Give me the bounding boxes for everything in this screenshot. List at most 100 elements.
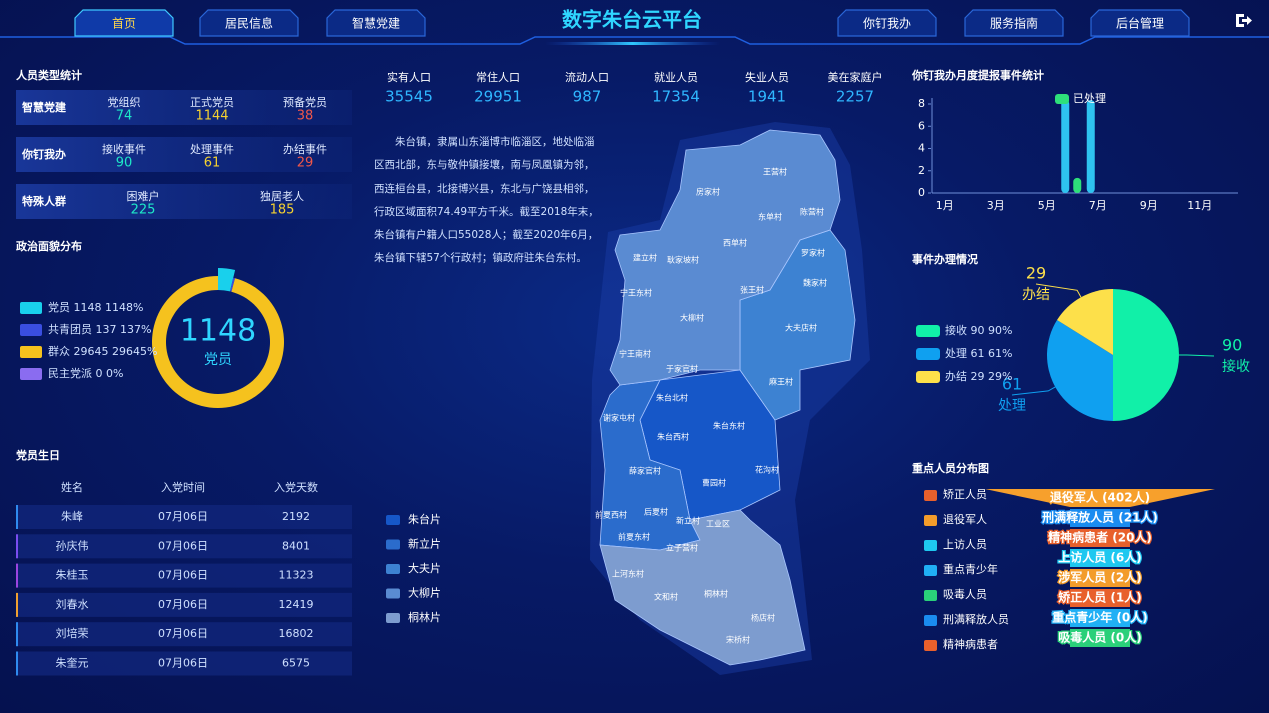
legend-label: 共青团员 137 137% bbox=[48, 323, 151, 336]
table-cell: 16802 bbox=[279, 627, 314, 640]
nav-button[interactable] bbox=[199, 9, 299, 37]
y-tick-label: 8 bbox=[918, 97, 925, 110]
village-label: 西单村 bbox=[723, 238, 747, 248]
population-name: 失业人员 bbox=[745, 71, 789, 84]
legend-label: 大柳片 bbox=[408, 586, 441, 600]
population-value: 1941 bbox=[748, 88, 786, 106]
table-cell: 6575 bbox=[282, 657, 310, 670]
village-label: 立子营村 bbox=[666, 543, 698, 553]
nav-button[interactable] bbox=[1090, 9, 1190, 37]
village-label: 前夏东村 bbox=[618, 532, 650, 542]
stat-row-label: 你钉我办 bbox=[21, 147, 66, 161]
village-label: 曹园村 bbox=[702, 478, 726, 488]
pie-value: 29 bbox=[1026, 264, 1046, 283]
legend-swatch bbox=[386, 515, 400, 525]
legend-value: 1148 bbox=[74, 301, 102, 314]
x-tick-label: 5月 bbox=[1038, 199, 1056, 212]
nav-button[interactable] bbox=[964, 9, 1064, 37]
population-name: 实有人口 bbox=[387, 70, 431, 84]
village-label: 朱台西村 bbox=[657, 432, 689, 442]
stat-name: 独居老人 bbox=[260, 190, 304, 203]
village-label: 花沟村 bbox=[755, 465, 779, 475]
nav-label[interactable]: 服务指南 bbox=[990, 16, 1038, 31]
map-region[interactable] bbox=[599, 509, 806, 666]
funnel-segment bbox=[1070, 509, 1130, 527]
legend-label: 已处理 bbox=[1073, 92, 1106, 105]
pie-value: 90 bbox=[1222, 336, 1242, 355]
funnel-segment bbox=[1070, 549, 1130, 567]
table-cell: 朱桂玉 bbox=[56, 568, 89, 582]
nav-button[interactable] bbox=[326, 9, 426, 37]
funnel-segment bbox=[1070, 609, 1130, 627]
legend-percent: 29% bbox=[988, 370, 1012, 383]
stat-value: 38 bbox=[297, 109, 314, 124]
legend-label: 刑满释放人员 bbox=[943, 612, 1009, 626]
funnel-label: 上访人员 (6人) bbox=[1058, 550, 1142, 565]
legend-name: 群众 bbox=[48, 344, 70, 358]
pie-slice bbox=[1113, 289, 1179, 421]
legend-name: 共青团员 bbox=[48, 323, 92, 336]
y-tick-label: 2 bbox=[918, 164, 925, 177]
nav-button[interactable] bbox=[837, 9, 937, 37]
donut-segment bbox=[218, 268, 236, 292]
population-name: 常住人口 bbox=[476, 70, 520, 84]
legend-swatch bbox=[20, 324, 42, 336]
nav-label[interactable]: 居民信息 bbox=[225, 16, 273, 31]
table-cell: 11323 bbox=[279, 569, 314, 582]
village-label: 罗家村 bbox=[801, 248, 825, 258]
pie-leader bbox=[1179, 354, 1215, 357]
village-label: 大柳村 bbox=[680, 313, 704, 323]
funnel-label: 矫正人员 (1人) bbox=[1058, 590, 1142, 605]
legend-label: 办结 29 29% bbox=[945, 370, 1012, 383]
section-title: 事件办理情况 bbox=[912, 252, 978, 266]
donut-center-value: 1148 bbox=[180, 314, 256, 349]
legend-label: 接收 90 90% bbox=[945, 323, 1012, 337]
legend-percent: 137% bbox=[120, 323, 151, 336]
title-underline bbox=[545, 42, 720, 45]
stat-value: 90 bbox=[116, 156, 133, 171]
table-row-bg bbox=[16, 592, 352, 617]
pie-leader bbox=[1035, 283, 1082, 298]
stat-value: 29 bbox=[297, 156, 314, 171]
table-row-bg bbox=[16, 622, 352, 647]
funnel-segment bbox=[1070, 529, 1130, 547]
section-title: 人员类型统计 bbox=[16, 68, 82, 82]
legend-swatch bbox=[20, 302, 42, 314]
funnel-label: 刑满释放人员 (21人) bbox=[1042, 510, 1158, 525]
nav-label[interactable]: 智慧党建 bbox=[352, 16, 400, 31]
village-label: 工业区 bbox=[706, 519, 730, 529]
nav-button[interactable] bbox=[74, 9, 174, 37]
legend-label: 上访人员 bbox=[943, 538, 987, 551]
nav-label[interactable]: 首页 bbox=[112, 17, 136, 31]
legend-label: 党员 1148 1148% bbox=[48, 301, 143, 314]
pie-leader bbox=[1011, 386, 1056, 396]
legend-swatch bbox=[916, 325, 940, 337]
stat-row-bg bbox=[16, 90, 352, 125]
funnel-segment bbox=[985, 489, 1215, 507]
section-title: 你钉我办月度提报事件统计 bbox=[911, 68, 1044, 82]
nav-label[interactable]: 你钉我办 bbox=[863, 16, 911, 31]
intro-text: 朱台镇，隶属山东淄博市临淄区，地处临淄区西北部，东与敬仲镇接壤，南与凤凰镇为邻，… bbox=[374, 136, 599, 265]
table-row-bg bbox=[16, 651, 352, 676]
map-region[interactable] bbox=[609, 129, 841, 386]
village-label: 房家村 bbox=[696, 187, 720, 197]
y-tick-label: 4 bbox=[918, 142, 925, 155]
legend-value: 137 bbox=[96, 323, 117, 336]
village-label: 大夫店村 bbox=[785, 323, 817, 333]
table-row-edge bbox=[16, 592, 18, 617]
table-row-edge bbox=[16, 505, 18, 529]
stat-row-label: 智慧党建 bbox=[22, 100, 67, 114]
x-tick-label: 3月 bbox=[987, 199, 1005, 212]
nav-label[interactable]: 后台管理 bbox=[1116, 16, 1164, 31]
legend-name: 处理 bbox=[945, 347, 967, 360]
legend-percent: 1148% bbox=[105, 301, 143, 314]
village-label: 薛家官村 bbox=[629, 466, 661, 476]
legend-label: 群众 29645 29645% bbox=[48, 344, 157, 358]
legend-percent: 90% bbox=[988, 324, 1012, 337]
population-value: 17354 bbox=[652, 88, 700, 106]
legend-name: 党员 bbox=[48, 301, 70, 314]
logout-icon[interactable] bbox=[1236, 14, 1252, 27]
table-cell: 8401 bbox=[282, 539, 310, 552]
table-header: 入党时间 bbox=[161, 481, 205, 494]
